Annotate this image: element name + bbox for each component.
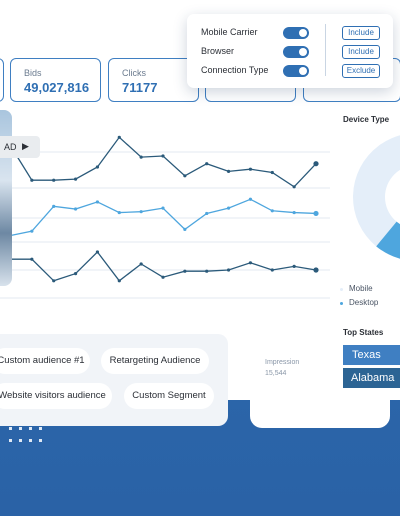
filter-label: Mobile Carrier: [201, 27, 258, 37]
data-point: [248, 197, 253, 201]
kpi-label: Bids: [24, 68, 42, 78]
audience-chip[interactable]: Website visitors audience: [0, 383, 112, 409]
targeting-filter-popup: Mobile Carrier Browser Connection Type I…: [187, 14, 393, 88]
legend-dot: [340, 302, 343, 305]
legend-desktop: Desktop: [340, 298, 379, 307]
pie-slice-mobile: [353, 135, 400, 247]
impression-value: 15,544: [265, 370, 287, 377]
data-point: [226, 268, 231, 272]
toggle-switch[interactable]: [283, 65, 309, 77]
legend-label: Mobile: [349, 284, 373, 293]
audience-chip[interactable]: Custom Segment: [124, 383, 214, 409]
data-point: [30, 178, 34, 182]
data-point: [292, 185, 296, 189]
popup-divider: [325, 24, 326, 76]
data-point: [30, 229, 34, 233]
data-point: [73, 272, 78, 276]
data-point: [117, 135, 121, 139]
data-point: [139, 155, 143, 159]
data-point: [270, 209, 274, 213]
data-point: [95, 165, 100, 169]
data-point: [248, 167, 253, 171]
data-point: [205, 269, 209, 273]
data-point: [161, 206, 165, 210]
data-point: [205, 211, 209, 216]
kpi-label: Clicks: [122, 68, 146, 78]
include-button[interactable]: Include: [342, 26, 380, 40]
pie-hole: [385, 169, 400, 225]
data-point: [313, 210, 319, 217]
data-point: [270, 268, 274, 272]
play-icon[interactable]: ▶: [22, 141, 29, 151]
device-pie-chart: [353, 135, 400, 259]
chart-grid: [0, 151, 330, 299]
data-point: [30, 257, 34, 261]
data-point: [139, 210, 143, 214]
data-point: [270, 170, 274, 175]
data-point: [226, 206, 231, 210]
toggle-switch[interactable]: [283, 27, 309, 39]
data-point: [52, 279, 56, 283]
state-bar-texas[interactable]: Texas: [343, 345, 400, 365]
data-point: [52, 204, 56, 208]
filter-label: Connection Type: [201, 65, 269, 75]
legend-mobile: Mobile: [340, 284, 373, 293]
data-point: [117, 210, 121, 215]
include-button[interactable]: Include: [342, 45, 380, 59]
data-point: [313, 161, 319, 167]
legend-label: Desktop: [349, 298, 379, 307]
kpi-card-bids[interactable]: Bids 49,027,816: [10, 58, 101, 102]
data-point: [139, 262, 143, 266]
kpi-value: 71177: [122, 80, 158, 95]
impression-label: Impression: [265, 359, 300, 366]
series-line-1: [9, 136, 317, 188]
state-label: Alabama: [351, 372, 395, 384]
ad-label-pill[interactable]: AD ▶: [0, 136, 40, 158]
data-point: [248, 261, 253, 265]
top-states-title: Top States: [343, 328, 384, 337]
data-point: [161, 275, 165, 279]
kpi-card-partial: [0, 58, 4, 102]
kpi-value: 49,027,816: [24, 80, 90, 95]
filter-label: Browser: [201, 46, 235, 56]
data-point: [73, 177, 78, 181]
data-point: [117, 279, 121, 283]
chart-series: [8, 135, 319, 283]
line-chart: [0, 135, 330, 299]
data-point: [183, 269, 187, 273]
legend-dot: [340, 288, 343, 291]
data-point: [183, 174, 187, 178]
data-point: [292, 210, 296, 215]
pie-slice-desktop: [376, 217, 400, 259]
data-point: [292, 264, 296, 268]
toggle-switch[interactable]: [283, 46, 309, 58]
ad-label: AD: [4, 142, 17, 152]
data-point: [205, 162, 209, 166]
kpi-card-clicks[interactable]: Clicks 71177: [108, 58, 199, 102]
data-point: [95, 200, 100, 204]
state-label: Texas: [352, 349, 381, 361]
series-line-2: [9, 198, 317, 237]
state-bar-alabama[interactable]: Alabama: [343, 368, 400, 388]
data-point: [183, 227, 187, 231]
audience-chip[interactable]: Custom audience #1: [0, 348, 90, 374]
data-point: [313, 267, 319, 273]
data-point: [73, 207, 78, 211]
data-point: [52, 178, 56, 182]
exclude-button[interactable]: Exclude: [342, 64, 380, 78]
device-type-title: Device Type: [343, 115, 390, 124]
data-point: [161, 154, 165, 158]
data-point: [226, 169, 231, 173]
audience-chip[interactable]: Retargeting Audience: [101, 348, 209, 374]
data-point: [95, 250, 100, 254]
